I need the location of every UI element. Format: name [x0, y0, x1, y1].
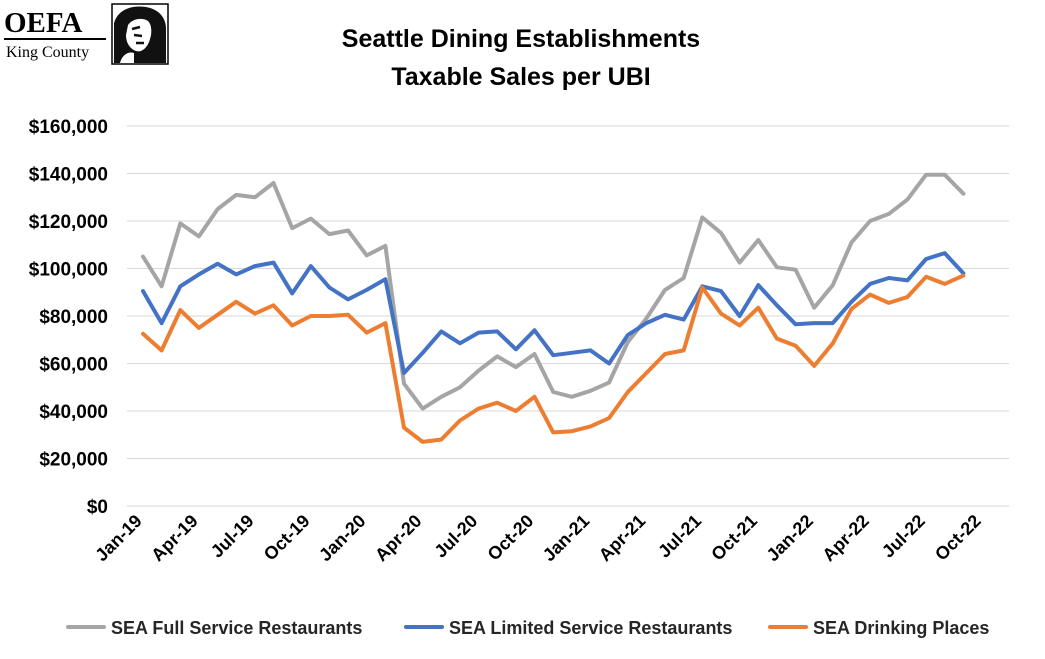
y-tick-label: $0 [87, 497, 108, 518]
y-tick-label: $40,000 [39, 402, 108, 423]
y-tick-label: $60,000 [39, 355, 108, 376]
y-tick-label: $80,000 [39, 307, 108, 328]
x-tick-label: Jul-21 [654, 511, 705, 562]
x-tick-label: Jul-19 [207, 511, 258, 562]
x-tick-label: Jul-22 [878, 511, 929, 562]
x-tick-label: Jul-20 [430, 511, 481, 562]
x-tick-label: Apr-22 [819, 511, 873, 565]
logo-name: OEFA [4, 7, 82, 39]
legend-label: SEA Limited Service Restaurants [449, 618, 732, 638]
y-tick-label: $100,000 [29, 260, 108, 281]
x-tick-label: Oct-21 [707, 511, 761, 565]
x-tick-label: Apr-20 [371, 511, 425, 565]
logo-region: King County [6, 44, 89, 61]
x-tick-label: Jan-21 [539, 511, 593, 565]
y-tick-label: $160,000 [29, 117, 108, 138]
y-tick-label: $20,000 [39, 450, 108, 471]
x-tick-label: Oct-22 [931, 511, 985, 565]
logo-graphic: OEFA King County [4, 3, 169, 65]
logo-portrait-icon [111, 3, 169, 65]
series-line-1 [141, 172, 966, 411]
x-tick-label: Oct-20 [484, 511, 538, 565]
series-line-2 [141, 251, 966, 375]
x-tick-label: Jan-22 [763, 511, 817, 565]
legend-label: SEA Drinking Places [813, 618, 989, 638]
x-tick-label: Oct-19 [260, 511, 314, 565]
x-tick-label: Apr-21 [595, 511, 649, 565]
chart-subtitle: Taxable Sales per UBI [391, 63, 650, 91]
x-tick-label: Jan-20 [315, 511, 369, 565]
y-tick-label: $140,000 [29, 165, 108, 186]
oefa-logo: OEFA King County [2, 3, 170, 65]
x-tick-label: Jan-19 [91, 511, 145, 565]
x-tick-label: Apr-19 [147, 511, 201, 565]
chart-title: Seattle Dining Establishments [342, 25, 700, 53]
legend-label: SEA Full Service Restaurants [111, 618, 362, 638]
y-tick-label: $120,000 [29, 212, 108, 233]
series-line-3 [141, 273, 966, 444]
